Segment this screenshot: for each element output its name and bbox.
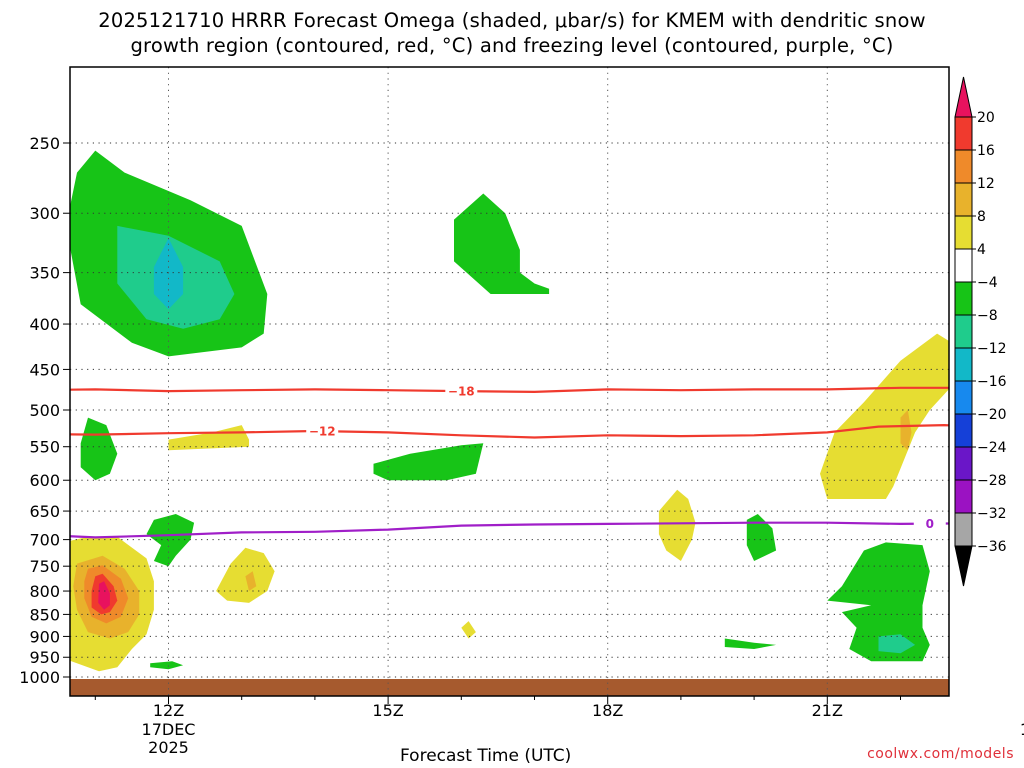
chart-title: 2025121710 HRRR Forecast Omega (shaded, … (0, 8, 1024, 58)
y-tick-label-750: 750 (29, 557, 60, 576)
y-tick-label-850: 850 (29, 605, 60, 624)
omega-region-29 (658, 489, 696, 561)
omega-region-32 (1010, 338, 1024, 443)
colorbar-swatch-2 (954, 149, 973, 184)
x-tick-sublabel-17DEC: 17DEC (142, 720, 196, 739)
colorbar-swatch-10 (954, 413, 973, 448)
gridlines (70, 67, 949, 696)
x-tick-sublabel-18DEC: 18DEC (1020, 720, 1024, 739)
omega-region-12 (1018, 542, 1024, 661)
omega-region-6 (146, 514, 195, 567)
omega-region-11 (878, 634, 916, 654)
omega-region-4 (80, 417, 118, 481)
colorbar-top-arrow (954, 76, 973, 118)
colorbar-label-7: −12 (977, 341, 1007, 357)
ground-strip (70, 679, 949, 696)
contour-label-bg-2 (913, 516, 946, 531)
colorbar-swatch-6 (954, 281, 973, 316)
omega-region-7 (746, 514, 777, 561)
colorbar-swatch-12 (954, 479, 973, 514)
x-axis-label: Forecast Time (UTC) (400, 746, 572, 766)
x-tick-label-15Z: 15Z (372, 701, 403, 720)
colorbar-label-3: 8 (977, 209, 986, 225)
y-tick-label-650: 650 (29, 502, 60, 521)
colorbar-label-0: 20 (977, 110, 995, 126)
y-tick-label-400: 400 (29, 315, 60, 334)
omega-region-31 (900, 410, 912, 451)
y-axis: 250 300 350 400 450 500 550 600 650 700 750 800 850 9… (19, 134, 70, 687)
x-tick-label-18Z: 18Z (592, 701, 623, 720)
omega-colorbar: 20 16 12 8 4 −4 −8 −12 −16 −20 −24 −28 −32 −36 (954, 76, 1007, 587)
y-tick-label-500: 500 (29, 401, 60, 420)
contour-label-bg-1 (306, 424, 339, 439)
omega-shading (70, 150, 1024, 672)
contour-label-1: −12 (309, 425, 336, 439)
contour-line-2 (70, 521, 949, 539)
y-tick-label-800: 800 (29, 582, 60, 601)
y-tick-label-550: 550 (29, 438, 60, 457)
omega-region-28 (461, 621, 476, 639)
colorbar-label-13: −36 (977, 539, 1007, 555)
omega-region-8 (724, 638, 777, 649)
contour-label-bg-0 (445, 384, 478, 399)
colorbar-swatch-13 (954, 512, 973, 547)
y-tick-label-1000: 1000 (19, 668, 60, 687)
omega-region-25 (168, 425, 249, 451)
omega-region-2 (153, 238, 184, 310)
omega-region-5 (373, 443, 484, 481)
omega-region-3 (454, 193, 550, 294)
x-tick-label-12Z: 12Z (153, 701, 184, 720)
colorbar-swatch-1 (954, 116, 973, 151)
colorbar-swatch-9 (954, 380, 973, 415)
contour-label-2: 0 (926, 517, 934, 531)
colorbar-swatch-3 (954, 182, 973, 217)
y-tick-label-700: 700 (29, 531, 60, 550)
colorbar-label-8: −16 (977, 374, 1007, 390)
temperature-contours: −18 −12 0 (70, 384, 949, 539)
contour-label-0: −18 (448, 385, 475, 399)
omega-region-26 (216, 547, 275, 603)
colorbar-label-1: 16 (977, 143, 995, 159)
title-line-1: 2025121710 HRRR Forecast Omega (shaded, … (98, 9, 926, 32)
omega-region-10 (827, 542, 930, 662)
omega-region-27 (245, 571, 257, 591)
omega-region-24 (98, 581, 110, 610)
colorbar-swatch-7 (954, 314, 973, 349)
colorbar-label-6: −8 (977, 308, 998, 324)
colorbar-swatch-5 (954, 248, 973, 283)
x-tick-label-21Z: 21Z (812, 701, 843, 720)
colorbar-label-2: 12 (977, 176, 995, 192)
y-tick-label-600: 600 (29, 471, 60, 490)
colorbar-label-12: −32 (977, 506, 1007, 522)
y-tick-label-950: 950 (29, 648, 60, 667)
colorbar-bottom-arrow (954, 545, 973, 587)
contour-line-0 (70, 386, 949, 394)
colorbar-swatch-11 (954, 446, 973, 481)
y-tick-label-900: 900 (29, 627, 60, 646)
contour-line-1 (70, 423, 949, 439)
omega-region-33 (974, 608, 989, 650)
colorbar-label-11: −28 (977, 473, 1007, 489)
colorbar-label-9: −20 (977, 407, 1007, 423)
x-axis: 12Z17DEC202515Z18Z21Z00Z18DEC03Z (94, 696, 1024, 757)
y-tick-label-250: 250 (29, 134, 60, 153)
title-line-2: growth region (contoured, red, °C) and f… (130, 34, 894, 57)
y-tick-label-350: 350 (29, 264, 60, 283)
x-tick-sublabel-2025: 2025 (148, 738, 189, 757)
site-credit: coolwx.com/models (867, 746, 1014, 762)
colorbar-label-4: 4 (977, 242, 986, 258)
plot-frame (69, 66, 950, 697)
omega-region-30 (820, 333, 949, 499)
colorbar-label-10: −24 (977, 440, 1007, 456)
colorbar-swatch-8 (954, 347, 973, 382)
y-tick-label-300: 300 (29, 204, 60, 223)
y-tick-label-450: 450 (29, 360, 60, 379)
colorbar-label-5: −4 (977, 275, 998, 291)
omega-region-9 (150, 661, 184, 670)
colorbar-swatch-4 (954, 215, 973, 250)
